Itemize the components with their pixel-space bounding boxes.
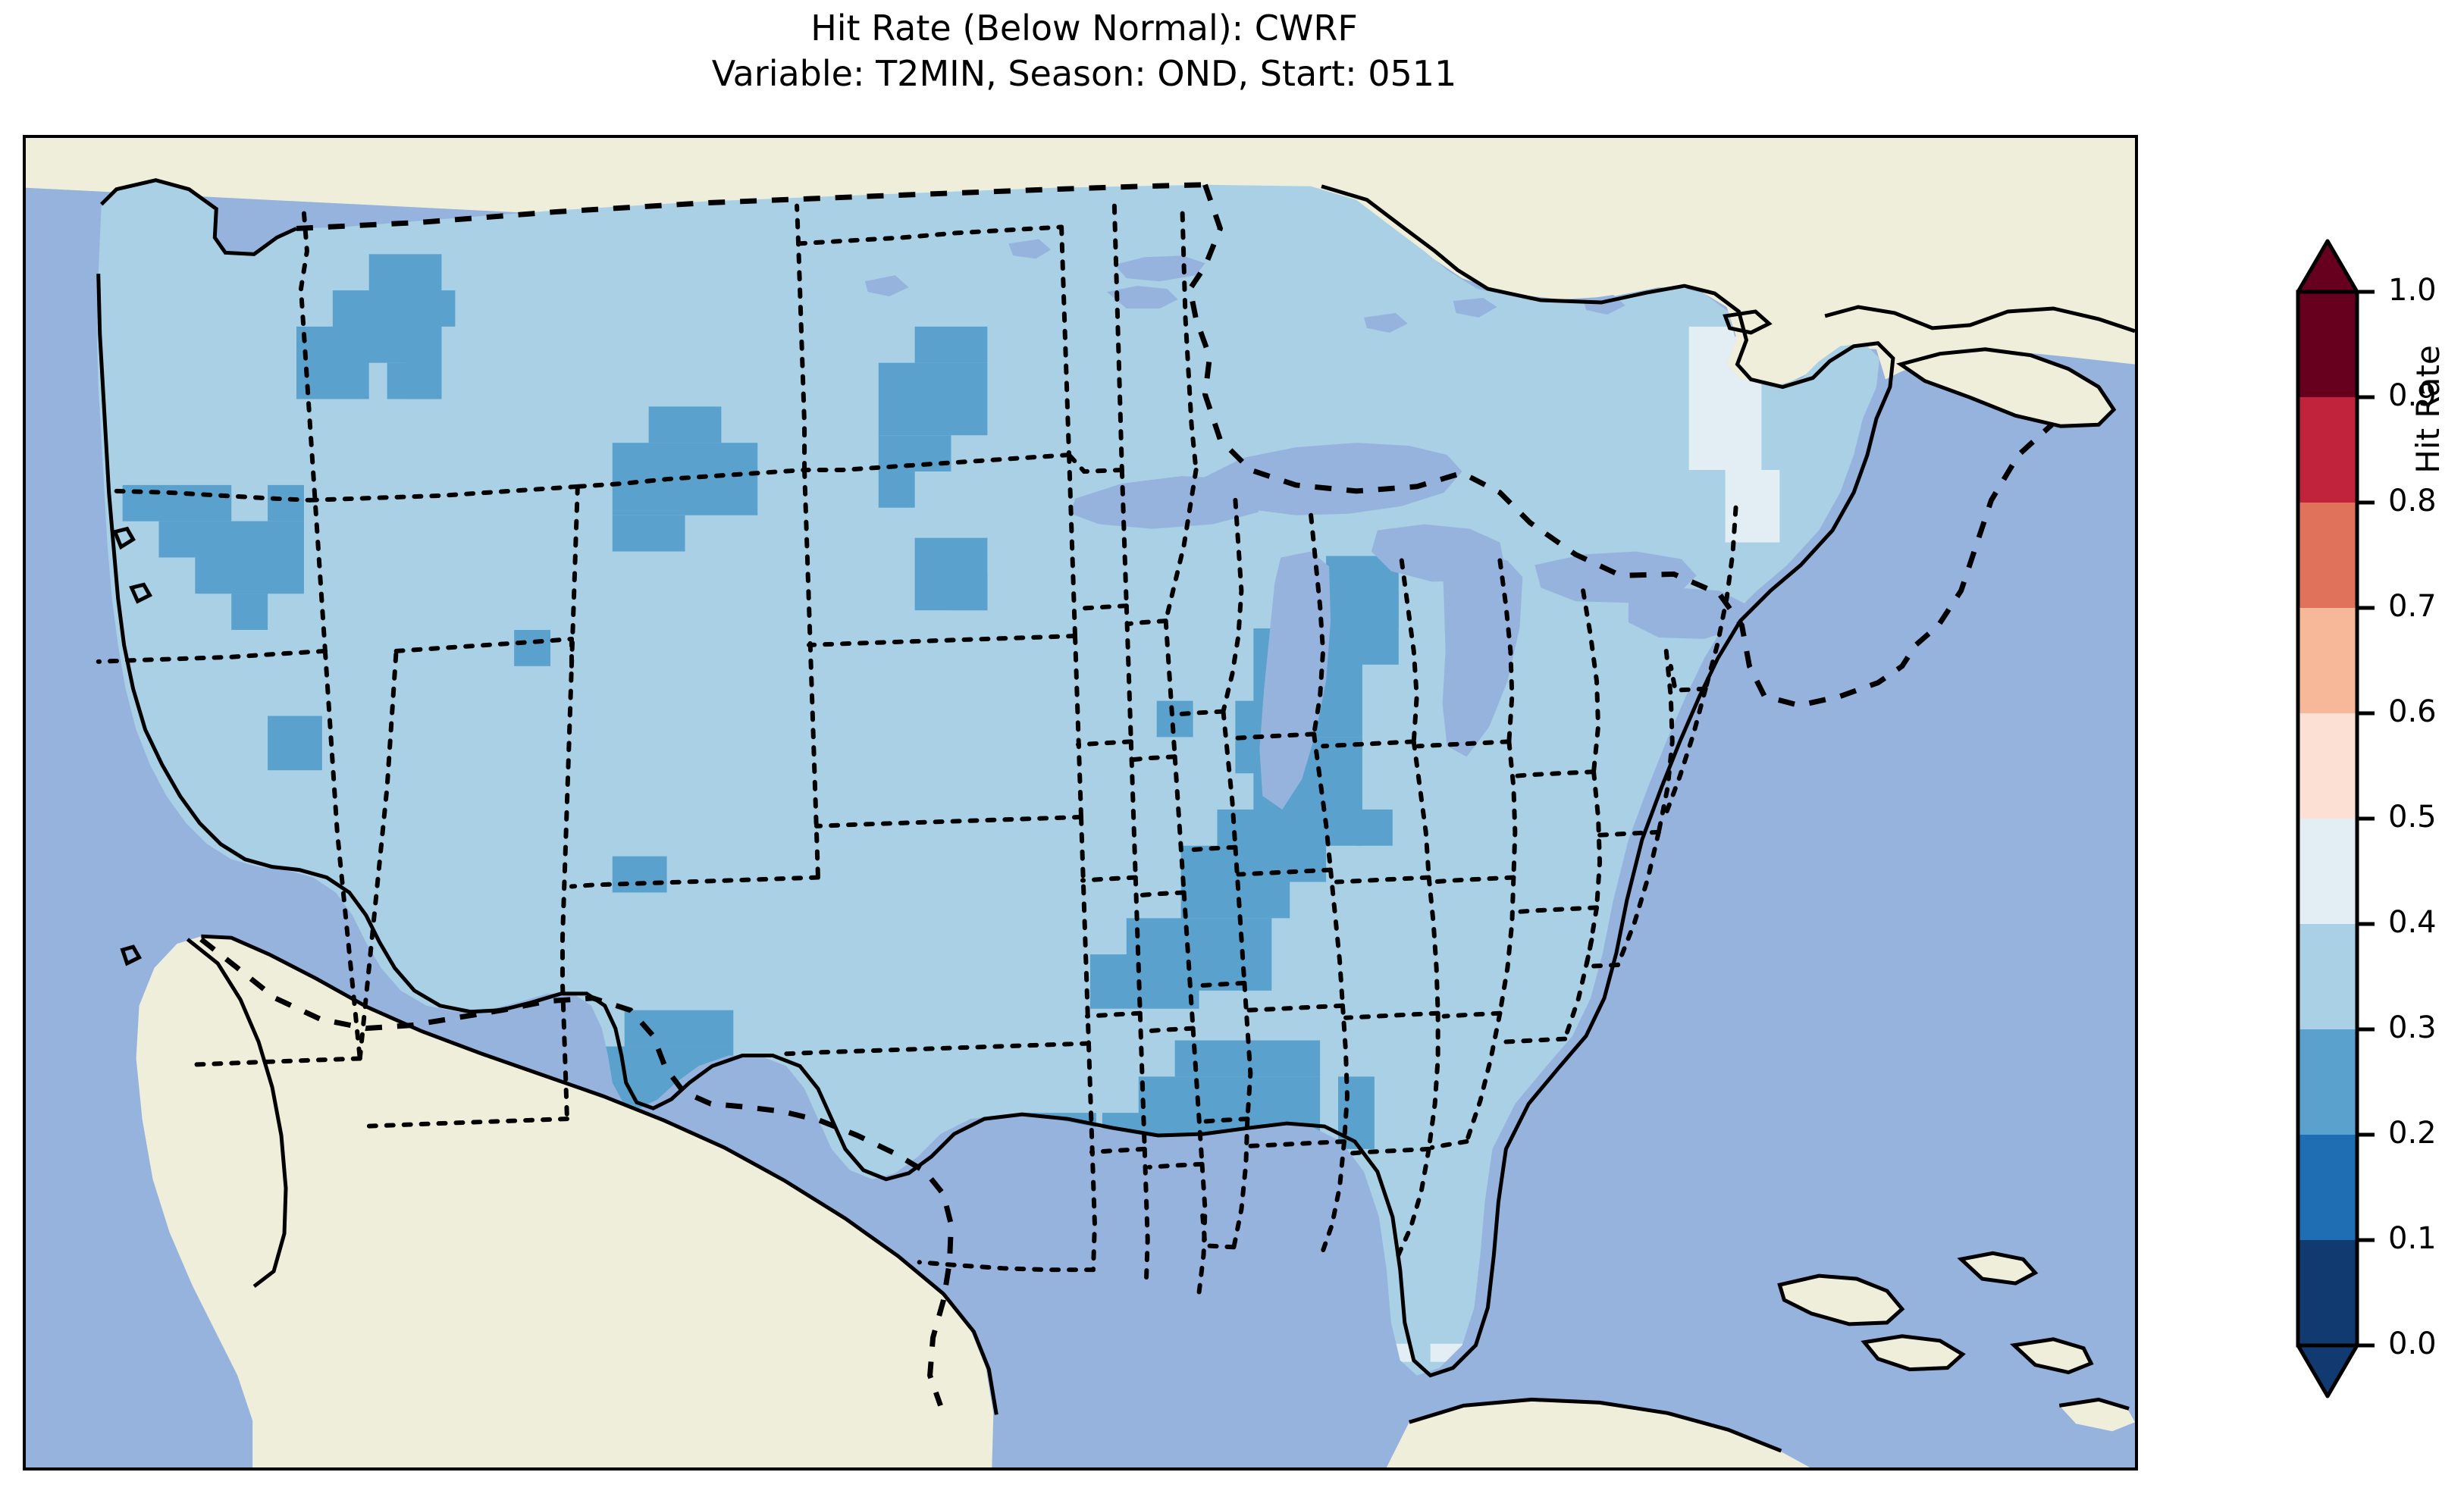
page-title: Hit Rate (Below Normal): CWRF Variable: … bbox=[0, 6, 2168, 97]
great-lakes bbox=[864, 239, 1747, 810]
colorbar: 1.0 0.9 0.8 0.7 0.6 0.5 0.4 0.3 0.2 0.1 … bbox=[2268, 239, 2437, 1398]
colorbar-tick-label: 0.4 bbox=[2388, 905, 2437, 940]
colorbar-tick-label: 1.0 bbox=[2388, 273, 2437, 308]
colorbar-axis-label: Hit Rate bbox=[2409, 345, 2447, 474]
title-line-2: Variable: T2MIN, Season: OND, Start: 051… bbox=[711, 52, 1457, 94]
colorbar-tick-label: 0.6 bbox=[2388, 694, 2437, 729]
colorbar-ticks bbox=[2357, 290, 2375, 1348]
map-panel bbox=[23, 135, 2138, 1471]
colorbar-tick-label: 0.8 bbox=[2388, 484, 2437, 518]
colorbar-bands bbox=[2296, 239, 2359, 1398]
coastlines bbox=[96, 178, 2135, 1453]
state-boundaries bbox=[96, 203, 1738, 1295]
title-line-1: Hit Rate (Below Normal): CWRF bbox=[810, 8, 1358, 49]
colorbar-tick-label: 0.2 bbox=[2388, 1116, 2437, 1151]
national-borders bbox=[199, 182, 2054, 1407]
colorbar-tick-labels: 1.0 0.9 0.8 0.7 0.6 0.5 0.4 0.3 0.2 0.1 … bbox=[2388, 273, 2437, 1361]
colorbar-tick-label: 0.9 bbox=[2388, 378, 2437, 413]
colorbar-tick-label: 0.5 bbox=[2388, 800, 2437, 835]
colorbar-svg: 1.0 0.9 0.8 0.7 0.6 0.5 0.4 0.3 0.2 0.1 … bbox=[2296, 239, 2437, 1398]
colorbar-tick-label: 0.3 bbox=[2388, 1010, 2437, 1045]
colorbar-tick-label: 0.1 bbox=[2388, 1221, 2437, 1256]
colorbar-tick-label: 0.7 bbox=[2388, 589, 2437, 624]
colorbar-tick-label: 0.0 bbox=[2388, 1326, 2437, 1361]
map-svg bbox=[26, 138, 2135, 1467]
